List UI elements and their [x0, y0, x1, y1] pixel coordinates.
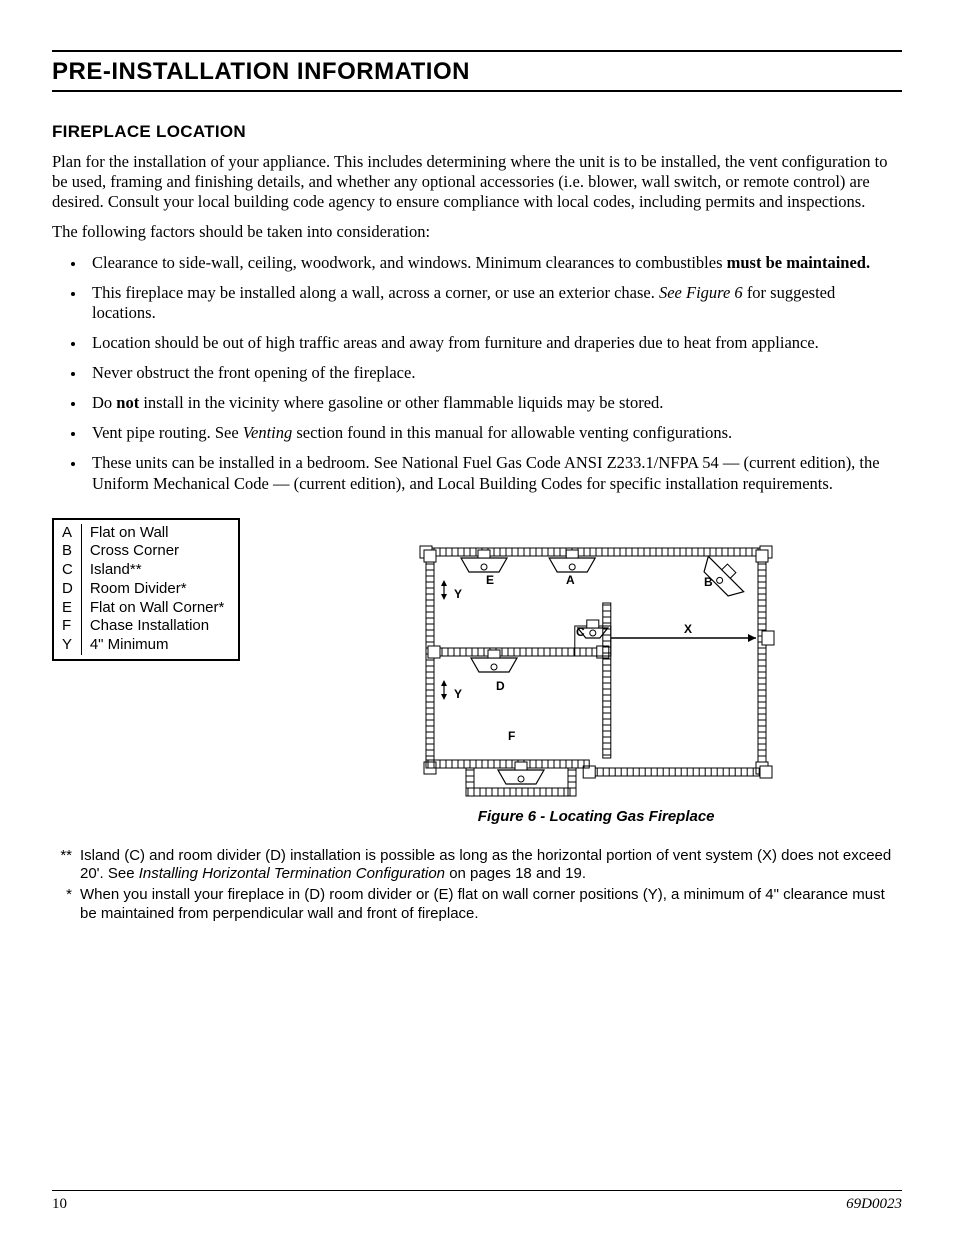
rule-under	[52, 90, 902, 92]
footnote-1-text: Island (C) and room divider (D) installa…	[80, 847, 902, 885]
bullet-5-text-a: Do	[92, 393, 116, 412]
para-2: The following factors should be taken in…	[52, 222, 902, 242]
bullet-6-text-a: Vent pipe routing. See	[92, 423, 243, 442]
bullet-2-em: See Figure 6	[659, 283, 743, 302]
bullet-1-text: Clearance to side-wall, ceiling, woodwor…	[92, 253, 727, 272]
figure-row: AFlat on WallBCross CornerCIsland**DRoom…	[52, 518, 902, 825]
bullet-3: Location should be out of high traffic a…	[86, 333, 902, 353]
legend-row: DRoom Divider*	[62, 580, 230, 599]
legend-key: D	[62, 580, 81, 599]
bullet-2: This fireplace may be installed along a …	[86, 283, 902, 323]
section-title: PRE-INSTALLATION INFORMATION	[52, 58, 902, 86]
footer: 10 69D0023	[52, 1196, 902, 1213]
rule-top	[52, 50, 902, 52]
bullet-5-text-c: install in the vicinity where gasoline o…	[139, 393, 663, 412]
doc-number: 69D0023	[846, 1196, 902, 1213]
para-1: Plan for the installation of your applia…	[52, 152, 902, 212]
legend-row: AFlat on Wall	[62, 524, 230, 543]
legend-val: Chase Installation	[81, 617, 230, 636]
legend-row: BCross Corner	[62, 542, 230, 561]
page: PRE-INSTALLATION INFORMATION FIREPLACE L…	[0, 0, 954, 1235]
footnote-2-text: When you install your fireplace in (D) r…	[80, 886, 902, 924]
legend-val: Flat on Wall Corner*	[81, 599, 230, 618]
footnote-2-mark: *	[52, 886, 72, 924]
legend-val: 4" Minimum	[81, 636, 230, 655]
bullet-6-em: Venting	[243, 423, 293, 442]
svg-text:D: D	[496, 679, 505, 693]
legend-val: Cross Corner	[81, 542, 230, 561]
bullet-5-strong: not	[116, 393, 139, 412]
fn1-b: Installing Horizontal Termination Config…	[139, 865, 445, 882]
legend-key: C	[62, 561, 81, 580]
svg-text:X: X	[684, 622, 692, 636]
legend-box: AFlat on WallBCross CornerCIsland**DRoom…	[52, 518, 240, 661]
bullet-4: Never obstruct the front opening of the …	[86, 363, 902, 383]
legend-table: AFlat on WallBCross CornerCIsland**DRoom…	[62, 524, 230, 655]
figure-wrap: A B C D E F X Y Y Figure 6 - Locating Gas Firepl…	[290, 518, 902, 825]
footnote-1-mark: **	[52, 847, 72, 885]
legend-key: E	[62, 599, 81, 618]
legend-row: Y4" Minimum	[62, 636, 230, 655]
legend-key: B	[62, 542, 81, 561]
footnote-2: * When you install your fireplace in (D)…	[52, 886, 902, 924]
legend-val: Room Divider*	[81, 580, 230, 599]
bullet-2-text-a: This fireplace may be installed along a …	[92, 283, 659, 302]
page-number: 10	[52, 1196, 67, 1213]
footnote-1: ** Island (C) and room divider (D) insta…	[52, 847, 902, 885]
legend-val: Island**	[81, 561, 230, 580]
svg-text:F: F	[508, 729, 515, 743]
legend-row: FChase Installation	[62, 617, 230, 636]
svg-text:A: A	[566, 573, 575, 587]
svg-text:C: C	[576, 625, 585, 639]
bullet-5: Do not install in the vicinity where gas…	[86, 393, 902, 413]
bullet-1-strong: must be maintained.	[727, 253, 870, 272]
diagram-svg: A B C D E F X Y Y	[396, 518, 796, 798]
legend-key: Y	[62, 636, 81, 655]
sub-title: FIREPLACE LOCATION	[52, 122, 902, 142]
bullet-6: Vent pipe routing. See Venting section f…	[86, 423, 902, 443]
footer-rule	[52, 1190, 902, 1191]
bullet-7: These units can be installed in a bedroo…	[86, 453, 902, 493]
fn1-c: on pages 18 and 19.	[445, 865, 586, 882]
legend-key: F	[62, 617, 81, 636]
legend-val: Flat on Wall	[81, 524, 230, 543]
legend-key: A	[62, 524, 81, 543]
bullet-1: Clearance to side-wall, ceiling, woodwor…	[86, 253, 902, 273]
svg-text:B: B	[704, 575, 713, 589]
bullet-6-text-c: section found in this manual for allowab…	[292, 423, 732, 442]
svg-text:Y: Y	[454, 587, 462, 601]
svg-text:Y: Y	[454, 687, 462, 701]
footnotes: ** Island (C) and room divider (D) insta…	[52, 847, 902, 924]
legend-row: EFlat on Wall Corner*	[62, 599, 230, 618]
svg-text:E: E	[486, 573, 494, 587]
legend-row: CIsland**	[62, 561, 230, 580]
figure-caption: Figure 6 - Locating Gas Fireplace	[478, 808, 715, 825]
bullet-list: Clearance to side-wall, ceiling, woodwor…	[52, 253, 902, 494]
